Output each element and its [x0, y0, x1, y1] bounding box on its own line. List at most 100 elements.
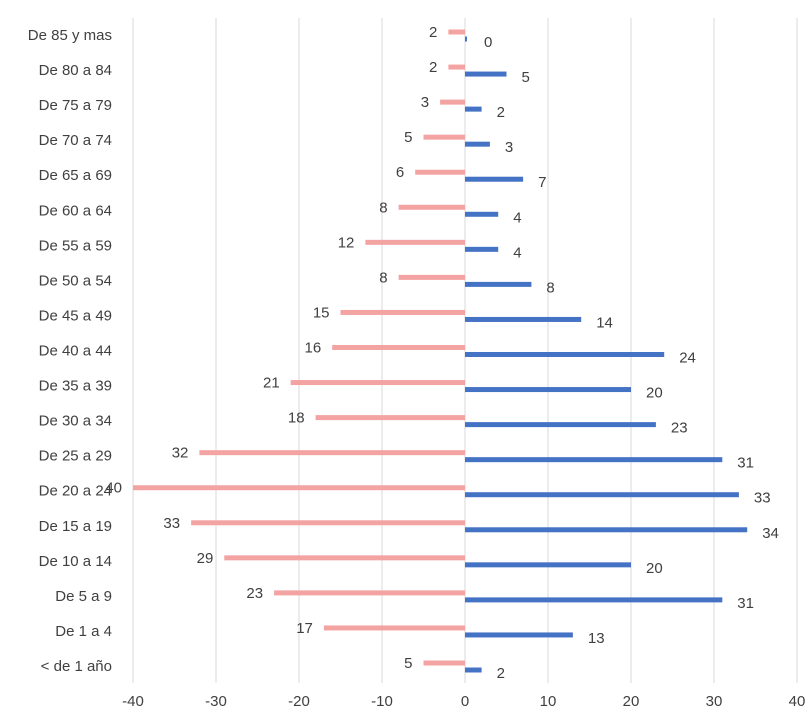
bar-right — [465, 632, 573, 638]
data-label: 5 — [404, 655, 412, 672]
data-label: 2 — [497, 104, 505, 121]
bar-left — [365, 239, 465, 245]
bar-right — [465, 422, 656, 428]
data-label: 13 — [588, 630, 605, 647]
category-label: De 15 a 19 — [39, 518, 112, 535]
x-tick-label: 30 — [706, 693, 723, 710]
bar-left — [274, 590, 465, 596]
bar-right — [465, 71, 507, 77]
category-label: De 80 a 84 — [39, 62, 112, 79]
category-label: < de 1 año — [41, 658, 112, 675]
bar-right — [465, 211, 499, 217]
data-label: 8 — [379, 269, 387, 286]
category-label: De 45 a 49 — [39, 307, 112, 324]
category-label: De 55 a 59 — [39, 237, 112, 254]
x-tick-label: -10 — [371, 693, 393, 710]
category-label: De 75 a 79 — [39, 97, 112, 114]
data-label: 2 — [497, 665, 505, 682]
bar-left — [448, 29, 465, 35]
x-tick-label: 40 — [789, 693, 806, 710]
x-tick-label: -30 — [205, 693, 227, 710]
bar-right — [465, 352, 665, 357]
data-label: 2 — [429, 59, 437, 76]
x-tick-label: 0 — [461, 693, 469, 710]
data-label: 14 — [596, 314, 613, 331]
bar-right — [465, 457, 723, 463]
category-label: De 40 a 44 — [39, 343, 112, 360]
bar-left — [199, 450, 465, 456]
category-label: De 20 a 24 — [39, 483, 112, 500]
category-label: De 1 a 4 — [55, 623, 112, 640]
data-label: 33 — [163, 515, 180, 532]
x-tick-label: 20 — [623, 693, 640, 710]
data-label: 29 — [197, 550, 214, 567]
bar-right — [465, 36, 467, 42]
data-label: 8 — [379, 199, 387, 216]
data-label: 16 — [305, 340, 322, 357]
bar-left — [323, 625, 465, 631]
category-labels: < de 1 año De 1 a 4 De 5 a 9 De 10 a 14 De 1… — [28, 27, 112, 675]
data-label: 18 — [288, 410, 305, 427]
bar-left — [398, 204, 465, 210]
bar-right — [465, 316, 582, 322]
data-label: 32 — [172, 445, 189, 462]
bar-left — [191, 520, 465, 526]
data-label: 34 — [762, 525, 779, 542]
data-label: 4 — [513, 244, 521, 261]
bar-left — [315, 415, 465, 421]
category-label: De 5 a 9 — [55, 588, 112, 605]
bar-left — [423, 134, 465, 140]
category-label: De 30 a 34 — [39, 413, 112, 430]
bar-right — [465, 597, 723, 603]
bar-right — [465, 387, 631, 393]
bar-left — [224, 555, 465, 561]
x-tick-label: 10 — [540, 693, 557, 710]
bar-right — [465, 141, 490, 147]
data-label: 21 — [263, 375, 280, 392]
data-label: 5 — [522, 69, 530, 86]
bar-left — [440, 99, 465, 105]
category-label: De 70 a 74 — [39, 132, 112, 149]
bar-right — [465, 492, 739, 498]
bars — [133, 29, 748, 673]
data-label: 12 — [338, 234, 355, 251]
data-label: 20 — [646, 560, 663, 577]
data-label: 17 — [296, 620, 313, 637]
x-tick-label: -40 — [122, 693, 144, 710]
category-label: De 60 a 64 — [39, 202, 112, 219]
gridlines — [132, 18, 798, 683]
data-label: 6 — [396, 164, 404, 181]
bar-left — [290, 380, 465, 386]
bar-left — [133, 485, 465, 491]
data-label: 23 — [671, 420, 688, 437]
bar-right — [465, 667, 482, 673]
bar-right — [465, 281, 532, 287]
data-label: 33 — [754, 490, 771, 507]
bar-right — [465, 246, 499, 252]
data-label: 0 — [484, 34, 492, 51]
bar-left — [423, 660, 465, 666]
category-label: De 10 a 14 — [39, 553, 112, 570]
data-label: 8 — [546, 279, 554, 296]
data-label: 23 — [246, 585, 263, 602]
bar-right — [465, 106, 482, 112]
bar-right — [465, 562, 631, 568]
category-label: De 65 a 69 — [39, 167, 112, 184]
bar-left — [332, 345, 465, 350]
data-label: 20 — [646, 385, 663, 402]
data-label: 3 — [421, 94, 429, 111]
data-labels: 5172329334032182116158128653222133120343… — [105, 24, 779, 682]
category-label: De 35 a 39 — [39, 378, 112, 395]
data-label: 40 — [105, 480, 122, 497]
category-label: De 50 a 54 — [39, 272, 112, 289]
bar-right — [465, 527, 748, 533]
data-label: 15 — [313, 304, 330, 321]
bar-left — [448, 64, 465, 70]
data-label: 2 — [429, 24, 437, 41]
data-label: 7 — [538, 174, 546, 191]
data-label: 5 — [404, 129, 412, 146]
bar-left — [398, 274, 465, 280]
bar-right — [465, 176, 524, 182]
